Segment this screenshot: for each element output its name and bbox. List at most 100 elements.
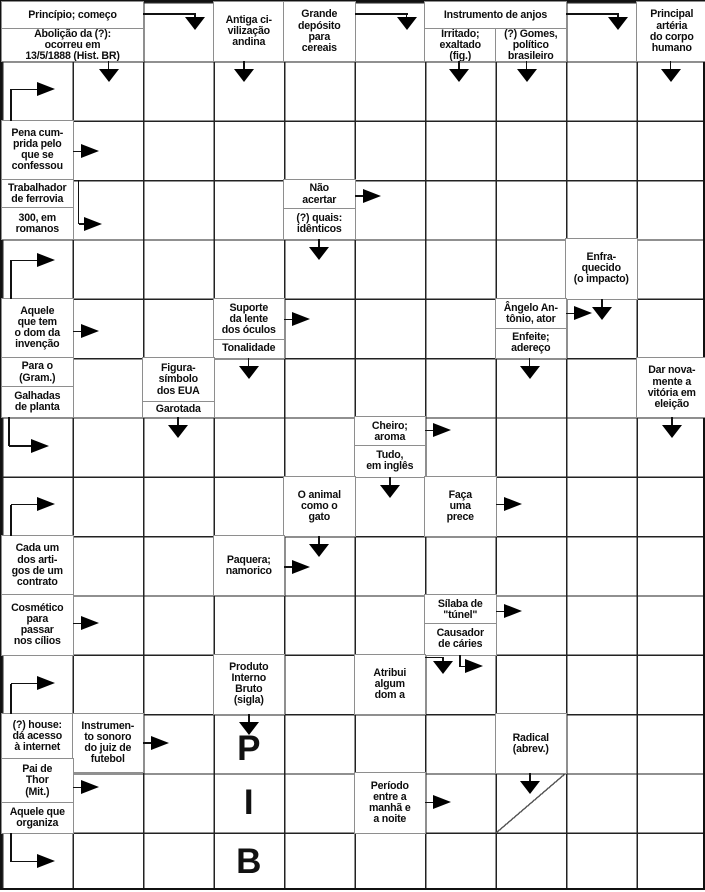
answer-cell[interactable]	[143, 595, 214, 654]
answer-cell[interactable]	[637, 773, 705, 832]
answer-cell[interactable]	[284, 773, 355, 832]
right-arrow-icon	[504, 604, 522, 618]
answer-cell[interactable]	[2, 239, 73, 298]
answer-cell[interactable]	[143, 121, 214, 180]
answer-cell[interactable]	[143, 477, 214, 536]
answer-cell[interactable]	[637, 239, 705, 298]
answer-cell[interactable]	[284, 299, 355, 358]
answer-cell[interactable]	[73, 239, 144, 298]
answer-cell[interactable]	[496, 833, 567, 892]
answer-cell[interactable]	[637, 180, 705, 239]
clue-text: dom a	[375, 690, 405, 701]
answer-cell[interactable]	[425, 536, 496, 595]
answer-cell[interactable]	[425, 299, 496, 358]
answer-cell[interactable]	[355, 833, 426, 892]
answer-cell[interactable]	[637, 595, 705, 654]
answer-cell[interactable]	[566, 2, 637, 61]
elbow-down-arrow-icon	[355, 13, 408, 15]
clue-radical: Radical(abrev.)	[495, 713, 568, 774]
answer-cell[interactable]	[637, 714, 705, 773]
answer-cell[interactable]	[566, 714, 637, 773]
elbow-right-arrow-icon	[37, 253, 55, 267]
right-arrow-icon	[292, 312, 310, 326]
answer-cell[interactable]	[566, 358, 637, 417]
answer-cell[interactable]	[355, 595, 426, 654]
elbow-right-arrow-icon	[84, 217, 102, 231]
answer-cell[interactable]	[566, 773, 637, 832]
answer-cell[interactable]	[214, 239, 285, 298]
answer-cell[interactable]	[143, 833, 214, 892]
answer-cell[interactable]	[637, 477, 705, 536]
answer-cell[interactable]	[637, 536, 705, 595]
answer-cell[interactable]	[355, 358, 426, 417]
answer-cell[interactable]	[143, 180, 214, 239]
answer-cell[interactable]	[143, 536, 214, 595]
answer-cell[interactable]	[566, 180, 637, 239]
answer-cell[interactable]	[355, 61, 426, 120]
answer-cell[interactable]	[214, 417, 285, 476]
answer-cell[interactable]	[425, 833, 496, 892]
answer-cell[interactable]	[637, 655, 705, 714]
answer-cell[interactable]	[566, 536, 637, 595]
answer-cell[interactable]	[637, 299, 705, 358]
answer-cell[interactable]	[637, 121, 705, 180]
answer-cell[interactable]	[566, 417, 637, 476]
answer-cell[interactable]	[355, 121, 426, 180]
answer-cell[interactable]	[566, 833, 637, 892]
answer-cell[interactable]	[425, 180, 496, 239]
answer-cell[interactable]	[214, 477, 285, 536]
answer-cell[interactable]	[566, 61, 637, 120]
answer-cell[interactable]	[284, 121, 355, 180]
answer-cell[interactable]	[73, 358, 144, 417]
down-arrow-icon	[380, 485, 400, 498]
answer-cell[interactable]	[496, 121, 567, 180]
answer-cell[interactable]	[143, 239, 214, 298]
answer-cell[interactable]	[425, 239, 496, 298]
answer-cell[interactable]	[143, 61, 214, 120]
answer-cell[interactable]	[496, 536, 567, 595]
answer-cell[interactable]	[496, 417, 567, 476]
answer-cell[interactable]	[425, 358, 496, 417]
answer-cell[interactable]	[566, 655, 637, 714]
answer-cell[interactable]	[73, 477, 144, 536]
answer-cell[interactable]	[496, 180, 567, 239]
answer-cell[interactable]	[496, 239, 567, 298]
answer-cell[interactable]	[143, 2, 214, 61]
answer-cell[interactable]	[496, 655, 567, 714]
answer-cell[interactable]	[284, 417, 355, 476]
answer-cell[interactable]	[143, 773, 214, 832]
answer-cell[interactable]	[284, 714, 355, 773]
answer-cell[interactable]	[425, 121, 496, 180]
answer-cell[interactable]	[214, 595, 285, 654]
answer-cell[interactable]	[73, 833, 144, 892]
answer-cell[interactable]	[425, 714, 496, 773]
clue-text: Thor	[26, 775, 49, 786]
answer-cell[interactable]	[566, 477, 637, 536]
answer-cell[interactable]	[143, 299, 214, 358]
answer-cell[interactable]	[355, 2, 426, 61]
answer-cell[interactable]	[284, 833, 355, 892]
answer-cell[interactable]	[284, 655, 355, 714]
answer-cell[interactable]	[73, 417, 144, 476]
elbow-right-arrow-icon	[11, 260, 38, 262]
answer-cell[interactable]	[73, 536, 144, 595]
answer-cell[interactable]	[73, 655, 144, 714]
answer-cell[interactable]	[566, 595, 637, 654]
answer-cell[interactable]	[214, 121, 285, 180]
answer-cell[interactable]	[355, 536, 426, 595]
elbow-right-arrow-icon	[10, 833, 12, 862]
answer-cell[interactable]	[566, 121, 637, 180]
clue-text: andina	[232, 37, 265, 48]
answer-cell[interactable]	[143, 655, 214, 714]
answer-cell[interactable]	[637, 833, 705, 892]
answer-cell[interactable]	[284, 595, 355, 654]
answer-cell[interactable]	[214, 180, 285, 239]
answer-cell[interactable]	[355, 714, 426, 773]
answer-cell[interactable]	[355, 299, 426, 358]
answer-cell[interactable]	[355, 239, 426, 298]
answer-cell[interactable]	[284, 61, 355, 120]
answer-cell[interactable]	[284, 358, 355, 417]
